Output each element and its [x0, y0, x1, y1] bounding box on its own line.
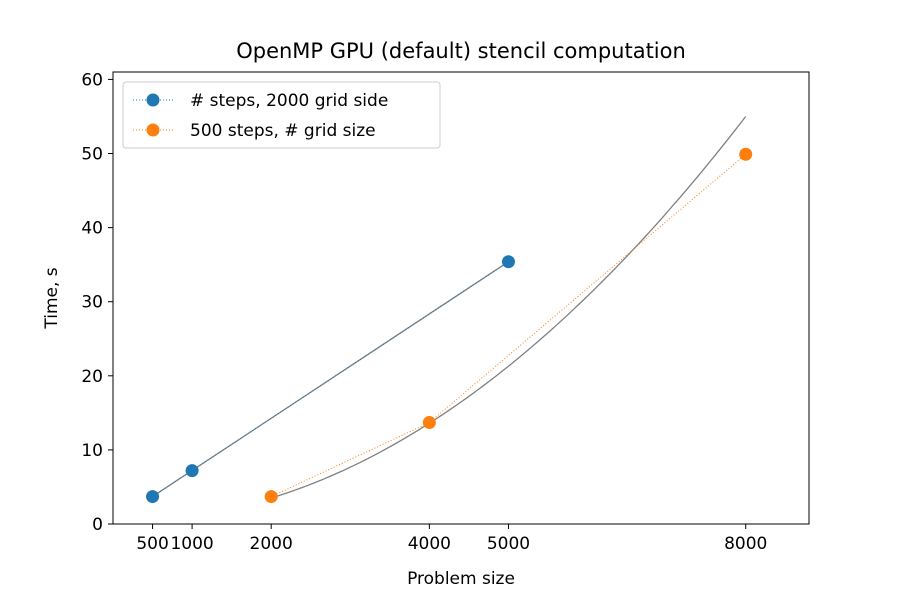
x-tick-label: 500 [136, 534, 168, 554]
y-axis-label: Time, s [42, 267, 62, 329]
legend-label-2: 500 steps, # grid size [190, 121, 376, 141]
y-tick-label: 20 [81, 367, 103, 387]
y-axis: 0 10 20 30 40 50 60 [81, 70, 113, 535]
x-axis: 500 1000 2000 4000 5000 8000 [136, 524, 767, 554]
y-tick-label: 50 [81, 145, 103, 165]
y-tick-label: 10 [81, 441, 103, 461]
series-line-1 [152, 261, 509, 498]
data-point [501, 255, 515, 269]
legend-label-1: # steps, 2000 grid side [190, 91, 388, 111]
data-point [739, 147, 753, 161]
y-tick-label: 40 [81, 219, 103, 239]
plot-area-frame [112, 71, 810, 525]
y-tick-label: 60 [81, 70, 103, 90]
data-point [185, 464, 199, 478]
chart-title: OpenMP GPU (default) stencil computation [236, 39, 686, 63]
data-series [146, 147, 753, 504]
data-point [264, 490, 278, 504]
x-tick-label: 8000 [724, 534, 767, 554]
data-point [422, 415, 436, 429]
legend: # steps, 2000 grid side 500 steps, # gri… [122, 81, 441, 149]
x-tick-label: 2000 [250, 534, 293, 554]
data-point [146, 490, 160, 504]
legend-box [122, 81, 441, 149]
legend-swatch-marker-1 [146, 93, 160, 107]
y-tick-label: 0 [92, 515, 103, 535]
legend-swatch-marker-2 [146, 123, 160, 137]
x-tick-label: 4000 [408, 534, 451, 554]
x-tick-label: 5000 [487, 534, 530, 554]
y-tick-label: 30 [81, 293, 103, 313]
x-axis-label: Problem size [407, 569, 515, 589]
fit-curve-2 [271, 116, 747, 499]
x-tick-label: 1000 [170, 534, 213, 554]
